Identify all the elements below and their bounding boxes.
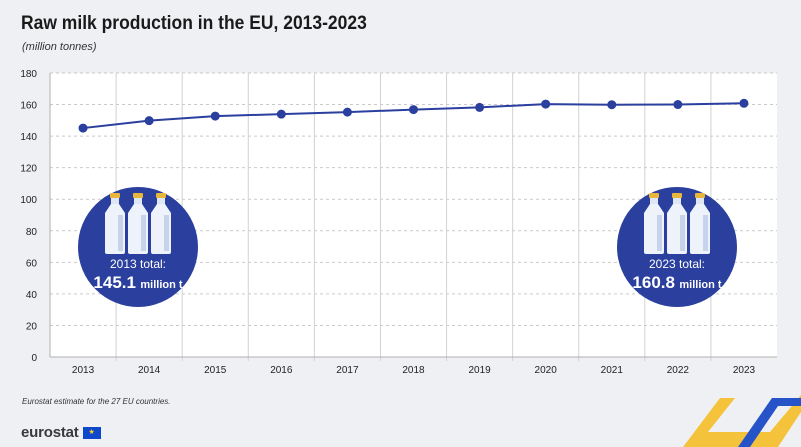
y-tick-label: 60 (26, 258, 38, 269)
y-tick-label: 40 (26, 290, 38, 301)
data-point-2019 (475, 102, 485, 112)
x-tick-label: 2014 (138, 365, 161, 376)
milk-bottles-icon (644, 193, 710, 254)
x-tick-label: 2017 (336, 365, 359, 376)
y-tick-label: 100 (20, 195, 37, 206)
x-tick-label: 2021 (601, 365, 624, 376)
milk-bottle-icon (667, 193, 687, 254)
data-point-2015 (210, 111, 220, 121)
x-tick-label: 2016 (270, 365, 293, 376)
data-point-2018 (409, 105, 418, 115)
data-point-2017 (342, 107, 352, 117)
x-tick-label: 2015 (204, 365, 227, 376)
milk-bottle-icon (690, 193, 710, 254)
data-point-2022 (673, 100, 683, 110)
badge-2013-total: 2013 total: 145.1 million t (78, 187, 198, 307)
badge-2013-value: 145.1 (93, 273, 136, 292)
x-tick-label: 2023 (733, 365, 756, 376)
badge-2023-total: 2023 total: 160.8 million t (617, 187, 737, 307)
y-tick-label: 20 (26, 321, 38, 332)
milk-bottle-icon (128, 193, 148, 254)
data-point-2013 (78, 123, 88, 133)
badge-2023-label: 2023 total: (648, 257, 706, 271)
milk-bottle-icon (105, 193, 125, 254)
eu-flag-icon: ★ (82, 426, 101, 439)
y-tick-label: 160 (20, 101, 37, 112)
chart-title: Raw milk production in the EU, 2013-2023 (21, 13, 367, 34)
badge-2013-label: 2013 total: (109, 257, 167, 271)
badge-2023-value-line: 160.8 million t (617, 273, 737, 293)
y-tick-label: 0 (31, 353, 37, 364)
milk-bottles-icon (105, 193, 171, 254)
milk-bottle-icon (644, 193, 664, 254)
y-tick-label: 120 (20, 164, 37, 175)
y-tick-label: 80 (26, 227, 38, 238)
data-point-2016 (276, 109, 286, 119)
x-tick-label: 2020 (535, 365, 558, 376)
x-tick-label: 2018 (402, 365, 425, 376)
x-tick-label: 2013 (72, 365, 95, 376)
chart-subtitle: (million tonnes) (22, 41, 97, 53)
eurostat-logo: eurostat ★ (21, 424, 101, 441)
badge-2013-value-line: 145.1 million t (78, 273, 198, 293)
y-tick-label: 180 (20, 69, 37, 80)
data-point-2023 (739, 98, 749, 108)
data-point-2020 (541, 99, 551, 109)
eurostat-logo-text: eurostat (21, 424, 79, 441)
data-point-2014 (144, 116, 154, 126)
badge-2023-value: 160.8 (632, 273, 675, 292)
y-tick-label: 140 (20, 132, 37, 143)
milk-bottle-icon (151, 193, 171, 254)
badge-2023-unit: million t (679, 279, 722, 291)
footnote: Eurostat estimate for the 27 EU countrie… (22, 397, 171, 406)
badge-2013-unit: million t (140, 279, 183, 291)
data-point-2021 (607, 100, 617, 110)
x-tick-label: 2019 (468, 365, 491, 376)
x-tick-label: 2022 (667, 365, 690, 376)
